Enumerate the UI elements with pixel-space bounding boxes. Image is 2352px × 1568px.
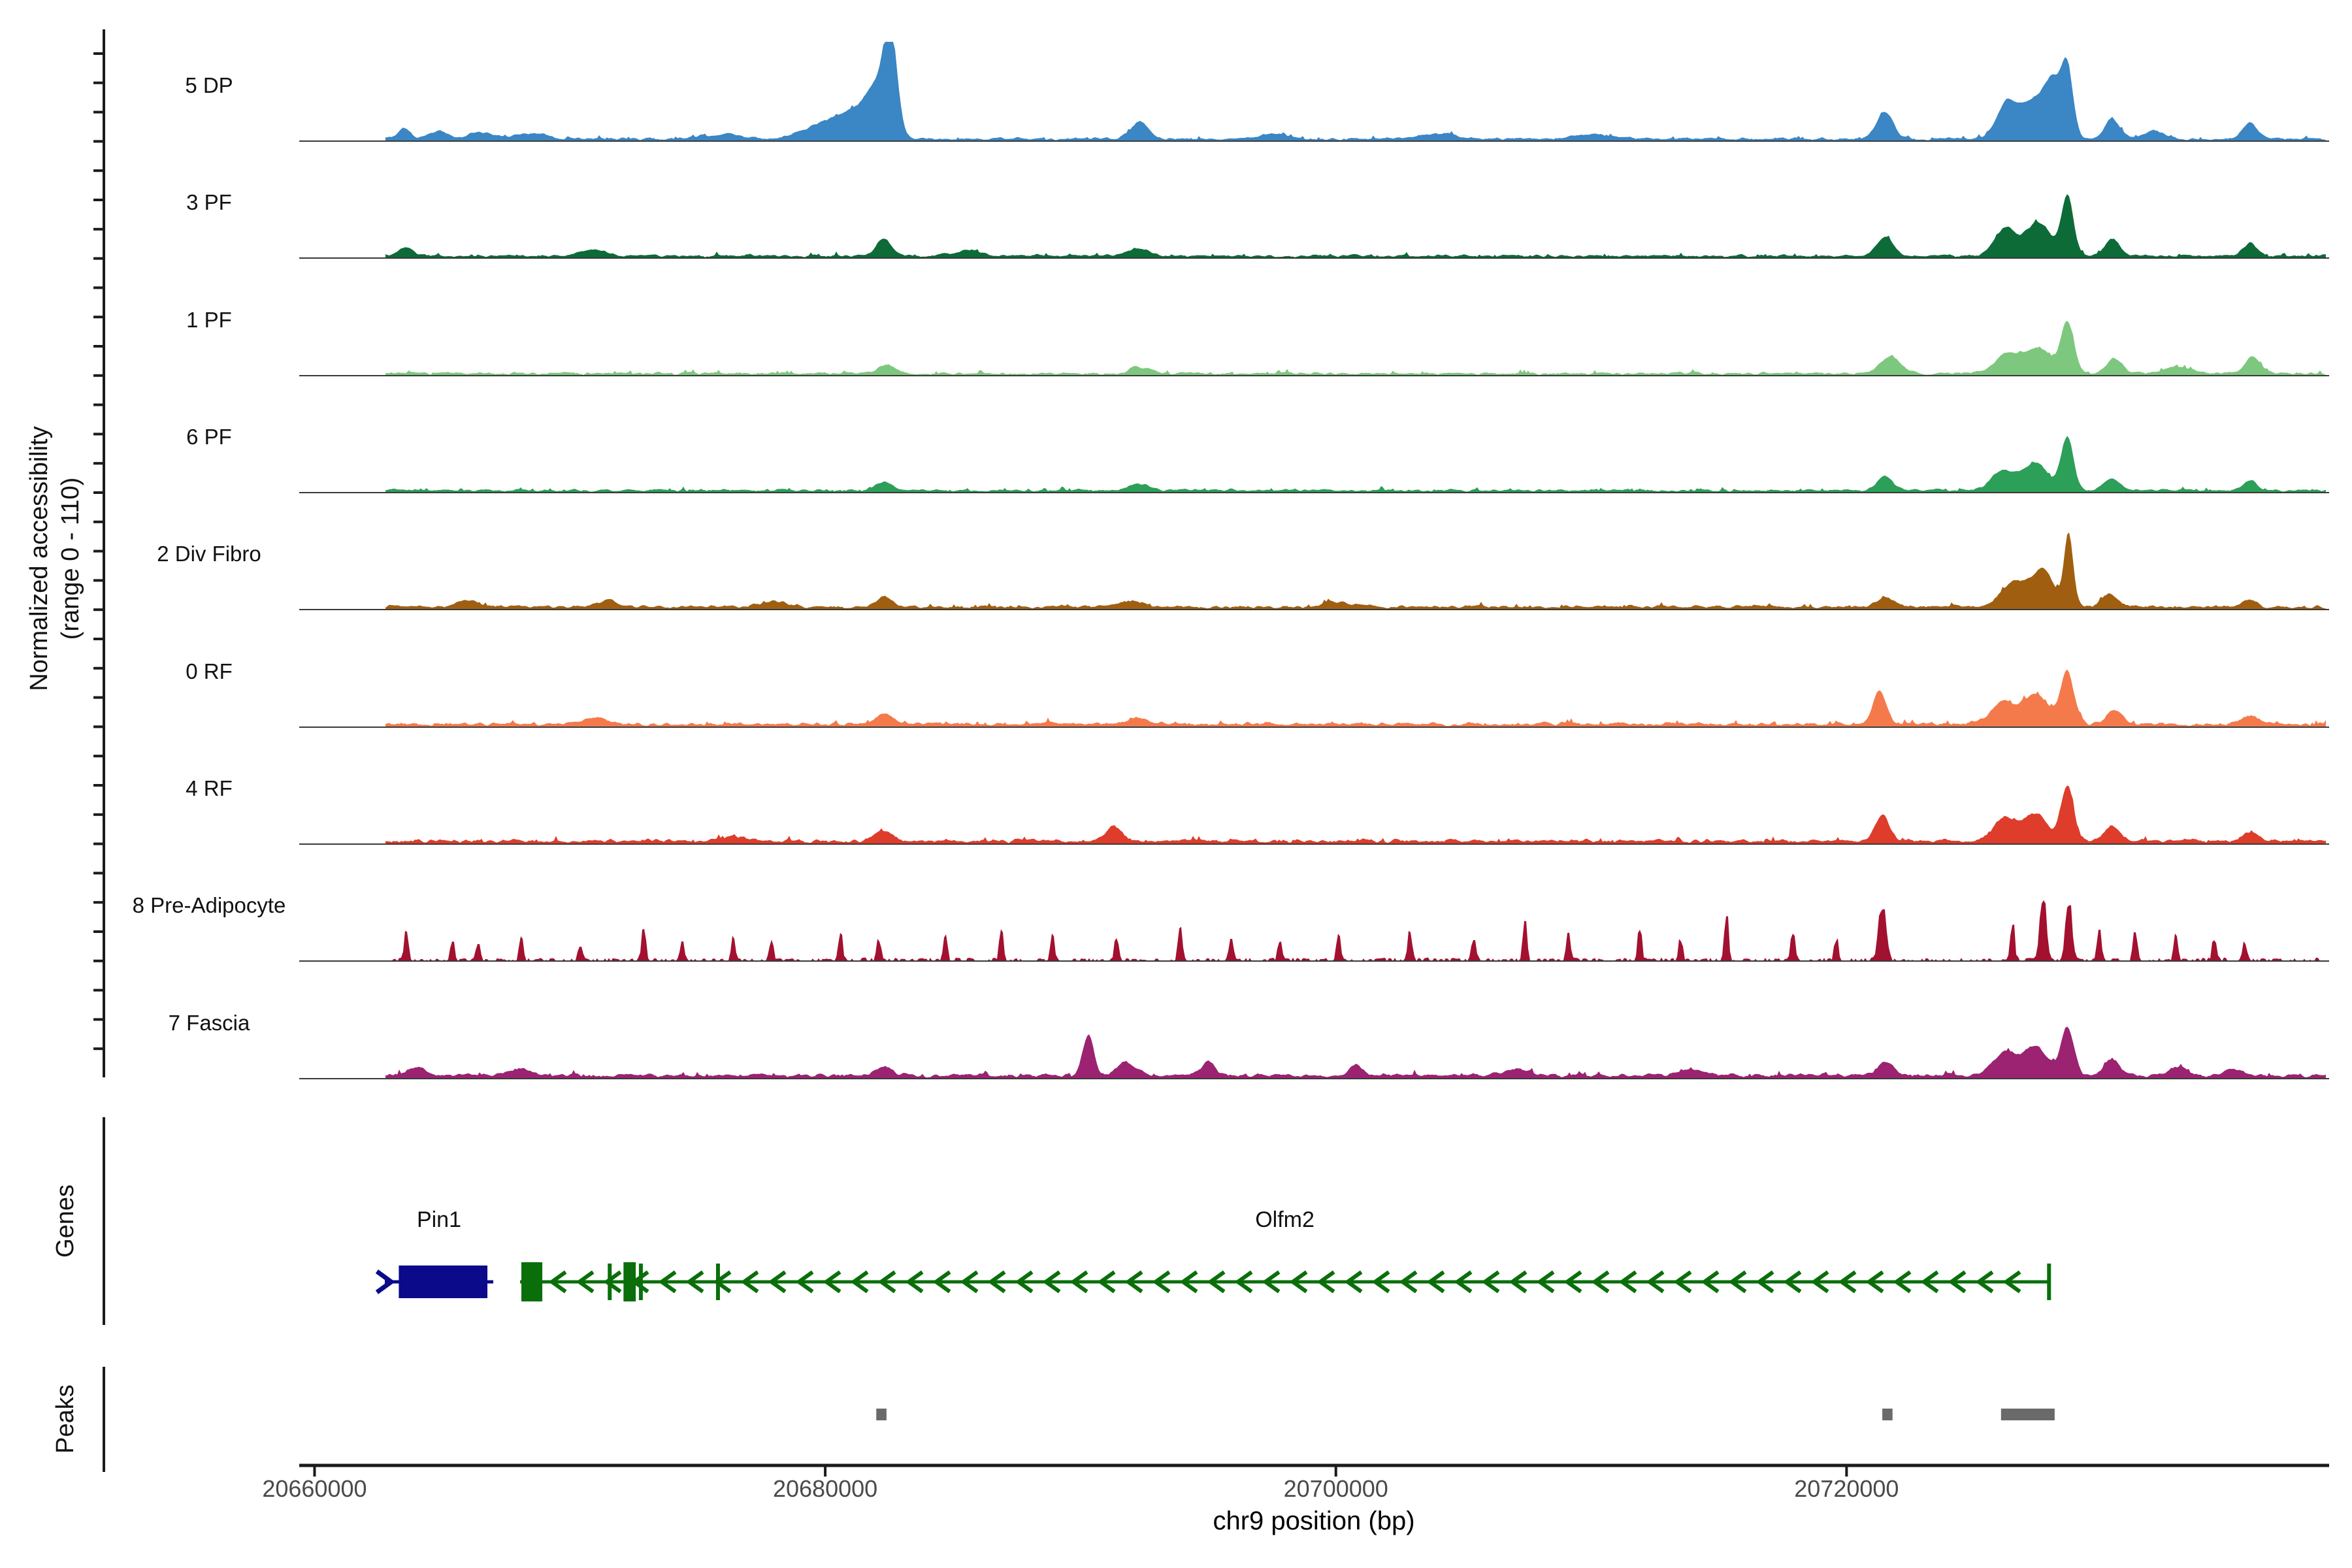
track-label-2-div-fibro: 2 Div Fibro: [157, 542, 261, 566]
track-label-5-dp: 5 DP: [185, 73, 233, 97]
strand-arrow-left-icon: [1783, 1270, 1802, 1294]
gene-exon-tick: [715, 1264, 720, 1300]
track-coverage-4-rf: [299, 785, 2329, 844]
strand-arrow-left-icon: [1042, 1270, 1061, 1294]
gene-exon-tick: [638, 1264, 643, 1300]
x-axis-tick-label: 20720000: [1794, 1475, 1899, 1502]
strand-arrow-left-icon: [795, 1270, 814, 1294]
x-axis-tick-label: 20680000: [772, 1475, 878, 1502]
gene-exon-box: [521, 1262, 543, 1301]
track-label-8-pre-adipocyte: 8 Pre-Adipocyte: [132, 893, 286, 917]
strand-arrow-left-icon: [1673, 1270, 1692, 1294]
strand-arrow-left-icon: [1152, 1270, 1171, 1294]
strand-arrow-left-icon: [960, 1270, 979, 1294]
strand-arrow-left-icon: [740, 1270, 759, 1294]
track-coverage-8-pre-adipocyte: [299, 900, 2329, 961]
strand-arrow-left-icon: [603, 1270, 622, 1294]
strand-arrow-left-icon: [877, 1270, 896, 1294]
gene-exon-tick: [608, 1264, 612, 1300]
strand-arrow-left-icon: [1646, 1270, 1665, 1294]
strand-arrow-left-icon: [2002, 1270, 2021, 1294]
strand-arrow-left-icon: [1234, 1270, 1253, 1294]
strand-arrow-left-icon: [1536, 1270, 1555, 1294]
track-label-4-rf: 4 RF: [186, 776, 233, 800]
strand-arrow-left-icon: [1070, 1270, 1088, 1294]
strand-arrow-left-icon: [1097, 1270, 1116, 1294]
track-label-7-fascia: 7 Fascia: [168, 1011, 250, 1035]
strand-arrow-left-icon: [1316, 1270, 1335, 1294]
strand-arrow-left-icon: [658, 1270, 677, 1294]
strand-arrow-left-icon: [1289, 1270, 1308, 1294]
track-coverage-6-pf: [299, 436, 2329, 493]
strand-arrow-left-icon: [1920, 1270, 1939, 1294]
strand-arrow-left-icon: [1179, 1270, 1198, 1294]
strand-arrow-left-icon: [548, 1270, 567, 1294]
strand-arrow-left-icon: [768, 1270, 787, 1294]
gene-model-olfm2: [520, 1262, 2051, 1301]
track-coverage-0-rf: [299, 669, 2329, 727]
gene-exon-box: [399, 1266, 488, 1298]
strand-arrow-left-icon: [1893, 1270, 1912, 1294]
strand-arrow-left-icon: [1865, 1270, 1884, 1294]
strand-arrow-left-icon: [1563, 1270, 1582, 1294]
strand-arrow-left-icon: [1454, 1270, 1473, 1294]
x-axis-tick-label: 20660000: [262, 1475, 367, 1502]
gene-model-pin1: [375, 1266, 494, 1298]
strand-arrow-left-icon: [1426, 1270, 1445, 1294]
strand-arrow-left-icon: [1371, 1270, 1390, 1294]
track-coverage-3-pf: [299, 194, 2329, 258]
gene-name-olfm2: Olfm2: [1255, 1207, 1315, 1232]
x-axis-title: chr9 position (bp): [1213, 1507, 1415, 1535]
track-coverage-7-fascia: [299, 1026, 2329, 1079]
strand-arrow-left-icon: [1344, 1270, 1363, 1294]
track-coverage-5-dp: [299, 42, 2329, 141]
strand-arrow-left-icon: [1399, 1270, 1418, 1294]
strand-arrow-right-icon: [375, 1269, 395, 1294]
strand-arrow-left-icon: [1975, 1270, 1994, 1294]
track-coverage-1-pf: [299, 320, 2329, 376]
strand-arrow-left-icon: [987, 1270, 1006, 1294]
strand-arrow-left-icon: [1207, 1270, 1226, 1294]
peak-interval: [2001, 1409, 2055, 1420]
gene-name-pin1: Pin1: [416, 1207, 461, 1232]
strand-arrow-left-icon: [1262, 1270, 1281, 1294]
strand-arrow-left-icon: [576, 1270, 595, 1294]
peak-interval: [876, 1409, 887, 1420]
track-label-0-rf: 0 RF: [186, 659, 233, 683]
track-label-1-pf: 1 PF: [186, 308, 232, 332]
x-axis-tick-label: 20700000: [1283, 1475, 1388, 1502]
gene-exon-box: [623, 1262, 636, 1301]
strand-arrow-left-icon: [823, 1270, 841, 1294]
strand-arrow-left-icon: [1015, 1270, 1034, 1294]
strand-arrow-left-icon: [1756, 1270, 1774, 1294]
track-coverage-2-div-fibro: [299, 532, 2329, 610]
strand-arrow-left-icon: [1481, 1270, 1500, 1294]
track-label-3-pf: 3 PF: [186, 190, 232, 214]
strand-arrow-left-icon: [1810, 1270, 1829, 1294]
peak-interval: [1882, 1409, 1893, 1420]
strand-arrow-left-icon: [905, 1270, 924, 1294]
strand-arrow-left-icon: [1124, 1270, 1143, 1294]
strand-arrow-left-icon: [1948, 1270, 1967, 1294]
strand-arrow-left-icon: [1728, 1270, 1747, 1294]
strand-arrow-left-icon: [1509, 1270, 1527, 1294]
gene-exon-tick: [2047, 1264, 2051, 1300]
strand-arrow-left-icon: [850, 1270, 869, 1294]
strand-arrow-left-icon: [1701, 1270, 1720, 1294]
strand-arrow-left-icon: [685, 1270, 704, 1294]
strand-arrow-left-icon: [1838, 1270, 1857, 1294]
track-label-6-pf: 6 PF: [186, 425, 232, 449]
strand-arrow-left-icon: [932, 1270, 951, 1294]
strand-arrow-left-icon: [1618, 1270, 1637, 1294]
strand-arrow-left-icon: [1591, 1270, 1610, 1294]
